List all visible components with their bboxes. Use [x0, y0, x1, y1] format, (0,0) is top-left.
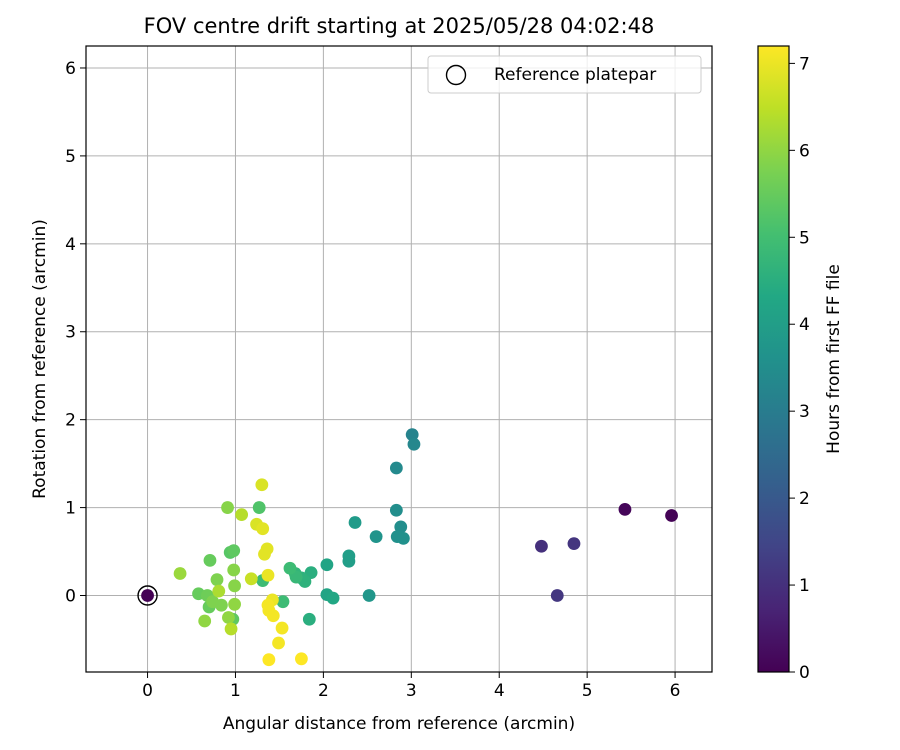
- colorbar-gradient: [757, 45, 790, 673]
- x-tick-label: 2: [318, 681, 329, 701]
- data-point: [275, 621, 289, 635]
- data-point: [258, 547, 271, 561]
- data-point: [302, 612, 316, 626]
- legend-marker-reference-platepar: [445, 64, 467, 86]
- data-point: [255, 478, 269, 492]
- data-point: [272, 636, 285, 650]
- x-tick-label: 0: [142, 681, 153, 701]
- data-point: [222, 611, 235, 624]
- data-point: [214, 598, 228, 612]
- y-tick-label: 0: [65, 587, 76, 607]
- y-axis-ticks: 0 1 2 3 4 5 6: [65, 59, 86, 607]
- data-point: [550, 589, 564, 602]
- data-point: [342, 554, 356, 568]
- colorbar: 0 1 2 3 4 5 6 7 Hours from first FF file: [757, 45, 844, 683]
- colorbar-tick-label: 0: [799, 663, 810, 683]
- x-tick-label: 5: [582, 681, 593, 701]
- data-point: [618, 502, 632, 516]
- data-point: [394, 520, 408, 534]
- colorbar-tick-label: 1: [799, 576, 810, 596]
- y-tick-label: 5: [65, 147, 76, 167]
- colorbar-ticks: 0 1 2 3 4 5 6 7: [789, 54, 810, 683]
- data-point: [227, 563, 241, 577]
- data-point: [389, 503, 403, 517]
- data-point: [256, 522, 270, 536]
- data-point: [198, 614, 212, 628]
- data-point: [262, 653, 276, 667]
- data-point: [210, 573, 224, 587]
- data-point: [203, 553, 217, 567]
- scatter-points: [137, 428, 678, 667]
- data-point: [141, 589, 154, 602]
- x-tick-label: 4: [494, 681, 505, 701]
- x-tick-label: 1: [230, 681, 241, 701]
- data-point: [535, 539, 548, 553]
- data-point: [212, 584, 226, 598]
- data-point: [362, 589, 376, 602]
- data-point: [261, 568, 275, 582]
- data-point: [396, 531, 410, 545]
- legend-box: [427, 55, 702, 94]
- y-tick-label: 1: [65, 499, 76, 519]
- data-point: [276, 595, 290, 609]
- data-point: [228, 579, 241, 593]
- colorbar-tick-label: 7: [799, 54, 810, 74]
- colorbar-tick-label: 6: [799, 141, 810, 161]
- y-tick-label: 4: [65, 235, 76, 255]
- data-point: [252, 501, 266, 514]
- data-point: [221, 501, 234, 514]
- data-point: [320, 558, 334, 572]
- colorbar-tick-label: 4: [799, 315, 810, 335]
- y-axis-label: Rotation from reference (arcmin): [30, 219, 50, 499]
- x-axis-label: Angular distance from reference (arcmin): [223, 714, 575, 734]
- y-tick-label: 6: [65, 59, 76, 79]
- data-point: [407, 437, 421, 451]
- chart-title: FOV centre drift starting at 2025/05/28 …: [144, 14, 655, 38]
- data-point: [326, 591, 340, 605]
- colorbar-tick-label: 2: [799, 489, 810, 509]
- data-point: [244, 572, 258, 586]
- x-axis-ticks: 0 1 2 3 4 5 6: [142, 672, 680, 701]
- colorbar-tick-label: 5: [799, 228, 810, 248]
- y-tick-label: 3: [65, 323, 76, 343]
- data-point: [369, 530, 383, 544]
- data-point: [173, 567, 187, 580]
- legend: Reference platepar: [427, 55, 702, 94]
- axes-frame: [85, 45, 713, 673]
- data-point: [224, 622, 238, 636]
- x-tick-label: 3: [406, 681, 417, 701]
- data-point: [266, 609, 280, 623]
- x-tick-label: 6: [670, 681, 681, 701]
- colorbar-tick-label: 3: [799, 402, 810, 422]
- data-point: [227, 544, 241, 558]
- data-point: [405, 428, 419, 442]
- data-point: [283, 561, 297, 575]
- reference-platepar-marker: [137, 585, 158, 606]
- legend-label-reference-platepar: Reference platepar: [494, 65, 656, 85]
- data-point: [235, 508, 249, 522]
- y-tick-label: 2: [65, 411, 76, 431]
- data-point: [665, 509, 678, 522]
- data-point: [389, 461, 403, 475]
- data-point: [348, 516, 362, 529]
- colorbar-label: Hours from first FF file: [824, 264, 844, 454]
- data-point: [295, 652, 308, 666]
- data-point: [228, 597, 241, 611]
- data-point: [567, 537, 581, 551]
